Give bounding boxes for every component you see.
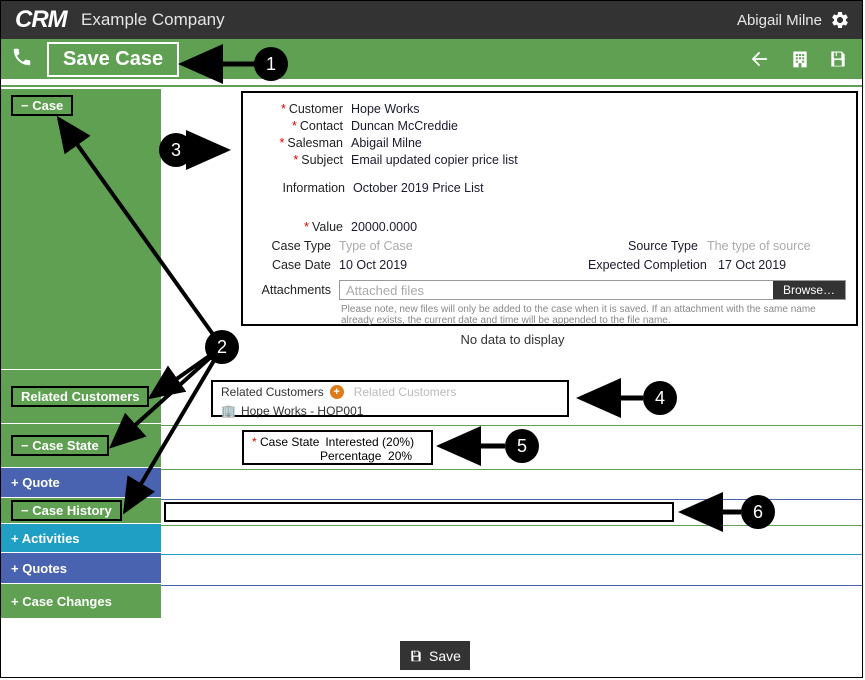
svg-text:CRM: CRM <box>15 7 69 33</box>
